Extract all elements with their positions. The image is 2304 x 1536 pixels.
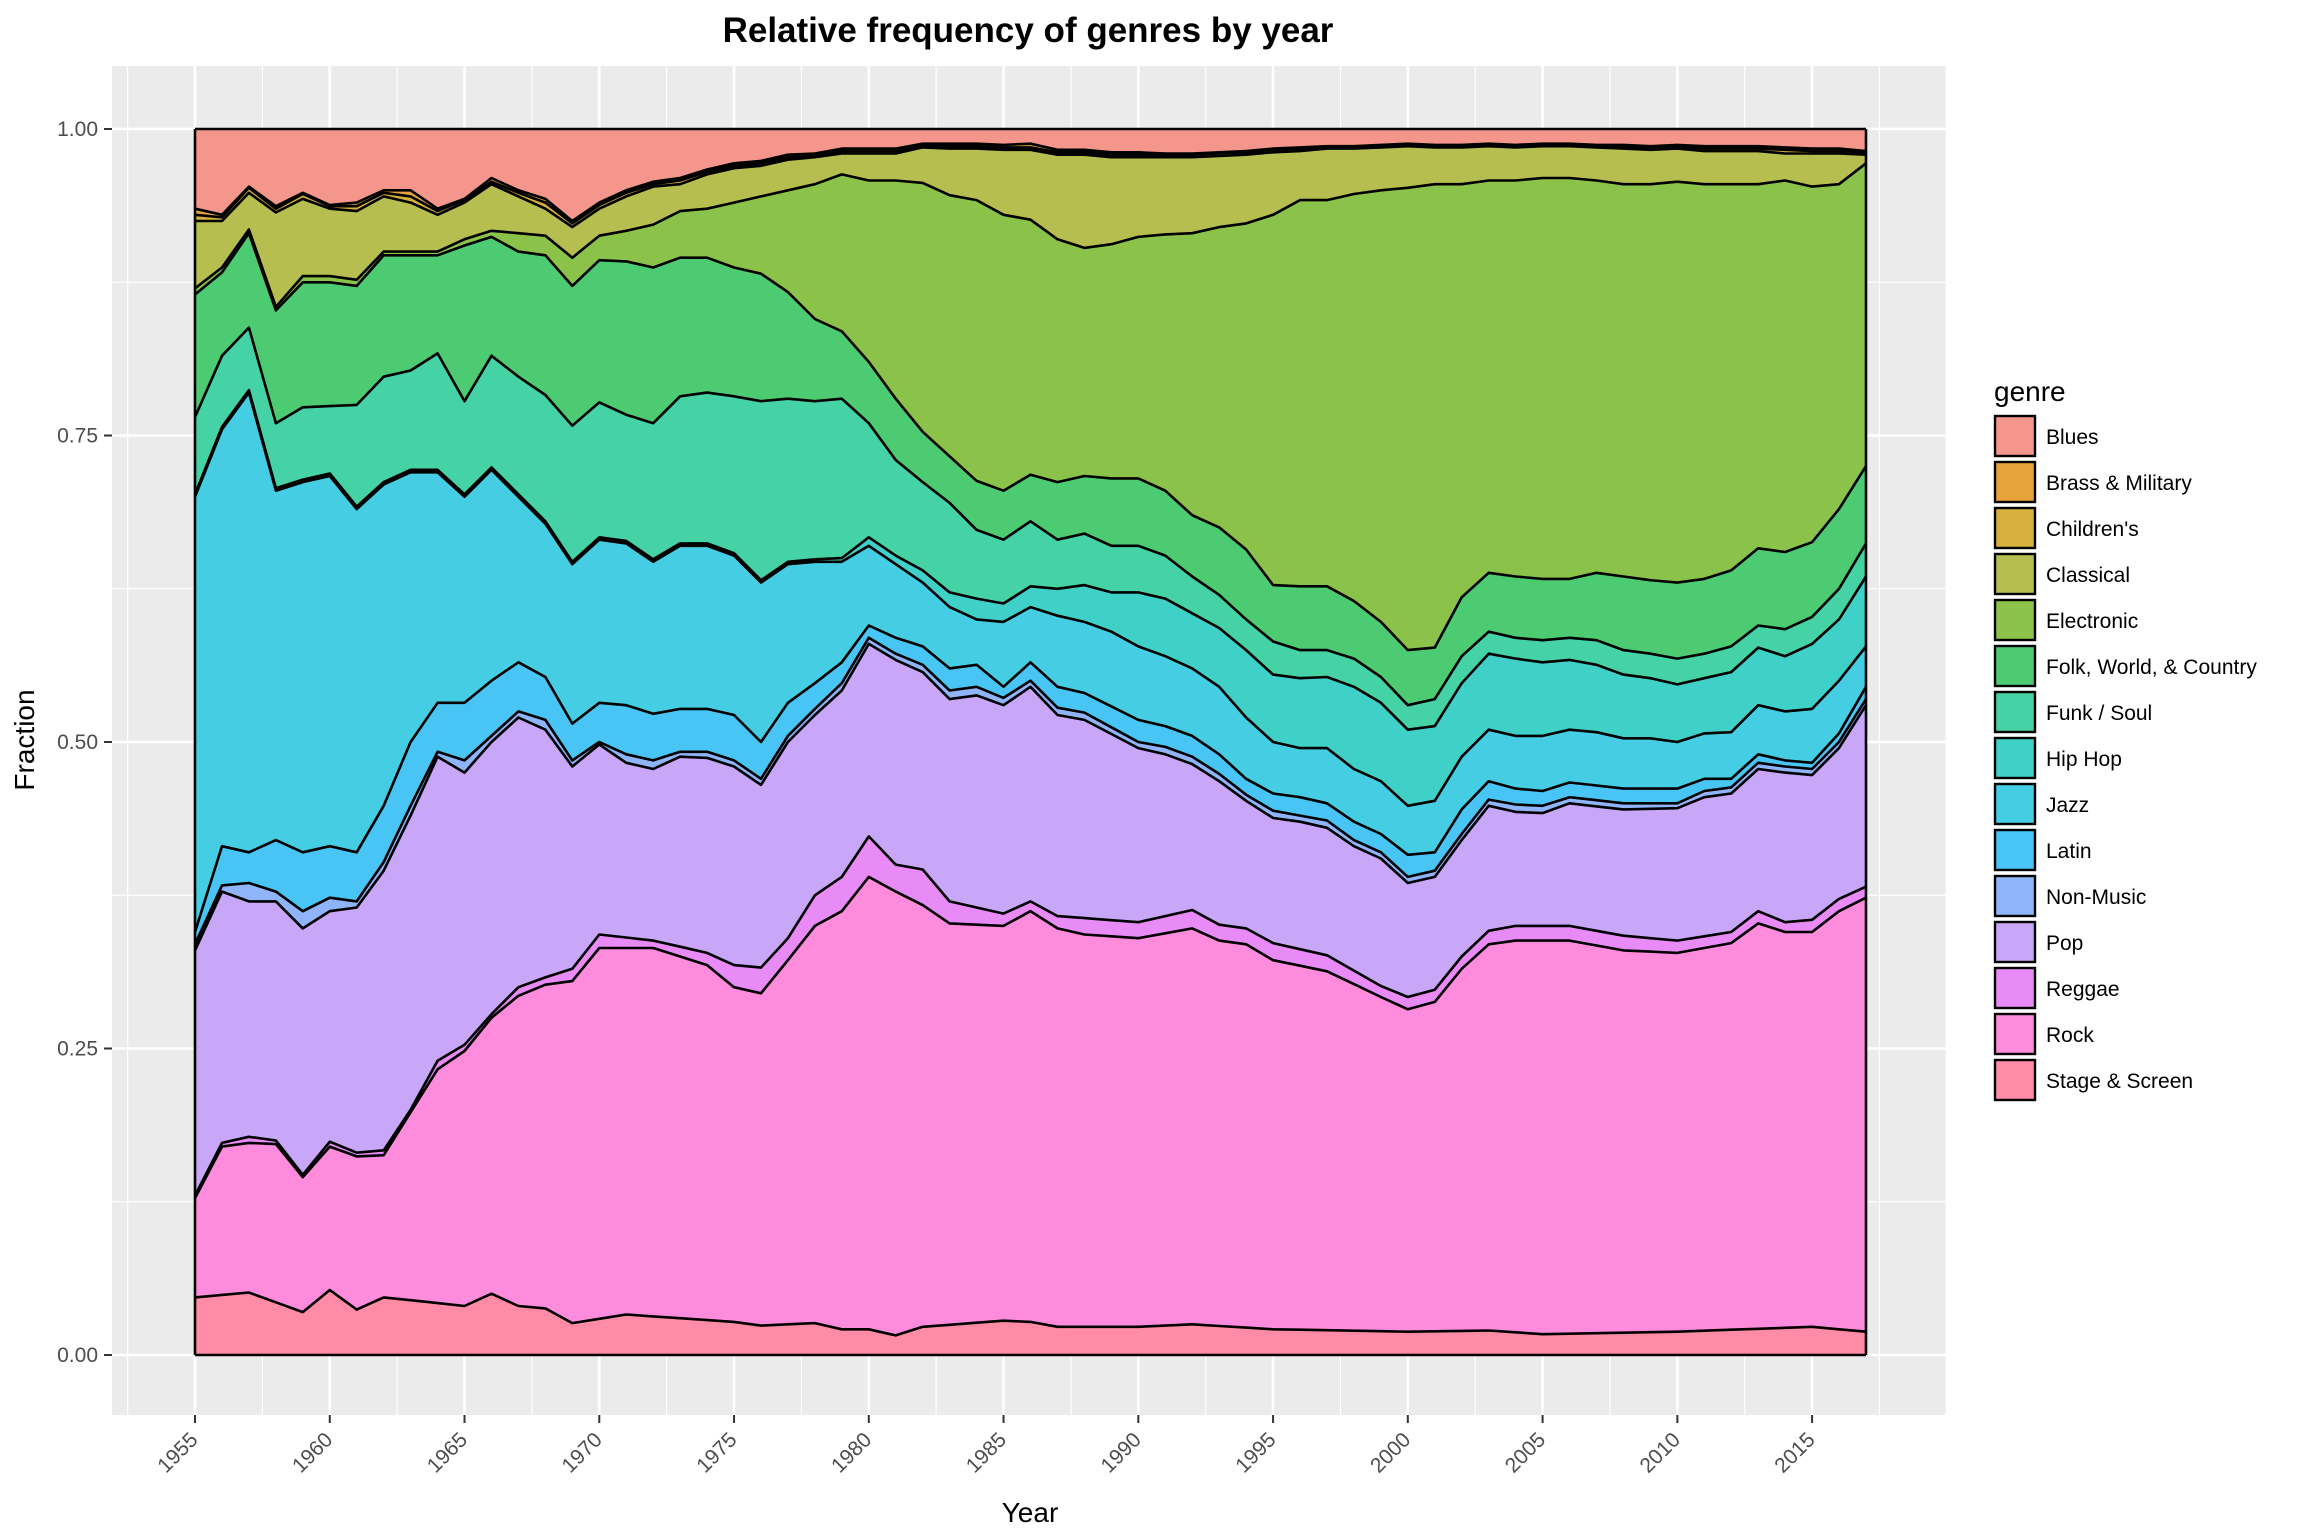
legend-swatch-electronic	[1993, 598, 2037, 642]
legend-swatch-stage-screen	[1993, 1058, 2037, 1102]
legend-label-electronic: Electronic	[2046, 610, 2138, 633]
legend-label-brass-military: Brass & Military	[2046, 472, 2192, 495]
legend-label-non-music: Non-Music	[2046, 886, 2146, 909]
area-funk-soul	[195, 327, 1866, 730]
area-rock	[195, 876, 1866, 1336]
outline-stage-screen	[194, 1288, 1867, 1337]
legend-title: genre	[1994, 376, 2066, 407]
legend-label-pop: Pop	[2046, 932, 2083, 955]
legend-label-children-s: Children's	[2046, 518, 2139, 541]
legend-label-folk-world-country: Folk, World, & Country	[2046, 656, 2257, 679]
series-outlines	[193, 127, 1868, 1357]
y-axis-title: Fraction	[9, 689, 40, 790]
area-classical	[195, 146, 1866, 307]
legend-swatch-brass-military	[1993, 460, 2037, 504]
stack-frame	[193, 129, 1868, 1357]
y-axis-ticks: 0.00 0.25 0.50 0.75 1.00	[57, 118, 112, 1367]
legend-label-blues: Blues	[2046, 426, 2099, 449]
outline-electronic	[194, 162, 1867, 309]
area-hip-hop	[195, 390, 1866, 806]
outline-latin	[193, 624, 1868, 933]
y-tick-label: 0.00	[57, 1344, 98, 1367]
outline-brass-military	[194, 142, 1867, 223]
legend-swatch-blues	[1993, 414, 2037, 458]
outline-hip-hop	[193, 388, 1868, 731]
area-jazz	[195, 392, 1866, 933]
legend-swatch-folk-world-country	[1993, 644, 2037, 688]
chart-title: Relative frequency of genres by year	[723, 11, 1334, 50]
legend-label-jazz: Jazz	[2046, 794, 2089, 817]
legend-label-classical: Classical	[2046, 564, 2130, 587]
legend-swatch-jazz	[1993, 782, 2037, 826]
legend-label-hip-hop: Hip Hop	[2046, 748, 2122, 771]
legend-swatch-rock	[1993, 1012, 2037, 1056]
legend-swatch-non-music	[1993, 874, 2037, 918]
y-tick-label: 1.00	[57, 118, 98, 141]
area-blues	[195, 129, 1866, 221]
outline-rock	[193, 875, 1867, 1199]
legend-swatch-funk-soul	[1993, 690, 2037, 734]
area-electronic	[195, 163, 1866, 651]
outline-folk-world-country	[194, 231, 1868, 652]
legend-swatch-reggae	[1993, 966, 2037, 1010]
legend-label-reggae: Reggae	[2046, 978, 2120, 1001]
legend-swatch-children-s	[1993, 506, 2037, 550]
outline-reggae	[193, 835, 1867, 1197]
area-pop	[195, 643, 1866, 1196]
area-reggae	[195, 836, 1866, 1199]
outline-funk-soul	[193, 326, 1868, 707]
outline-jazz	[193, 391, 1868, 808]
y-tick-label: 0.25	[57, 1038, 98, 1061]
legend-label-funk-soul: Funk / Soul	[2046, 702, 2152, 725]
stacked-areas	[195, 129, 1866, 1355]
legend-swatch-latin	[1993, 828, 2037, 872]
area-folk-world-country	[195, 233, 1866, 706]
x-axis-title: Year	[1002, 1497, 1059, 1528]
legend-swatch-hip-hop	[1993, 736, 2037, 780]
legend-label-rock: Rock	[2046, 1024, 2094, 1047]
outline-non-music	[193, 636, 1868, 945]
legend-swatch-classical	[1993, 552, 2037, 596]
legend-swatch-pop	[1993, 920, 2037, 964]
y-tick-label: 0.50	[57, 731, 98, 754]
legend-label-latin: Latin	[2046, 840, 2092, 863]
outline-pop	[193, 642, 1868, 951]
y-tick-label: 0.75	[57, 425, 98, 448]
legend: Blues Brass & Military Children's Classical…	[1993, 414, 2257, 1102]
legend-label-stage-screen: Stage & Screen	[2046, 1070, 2193, 1093]
